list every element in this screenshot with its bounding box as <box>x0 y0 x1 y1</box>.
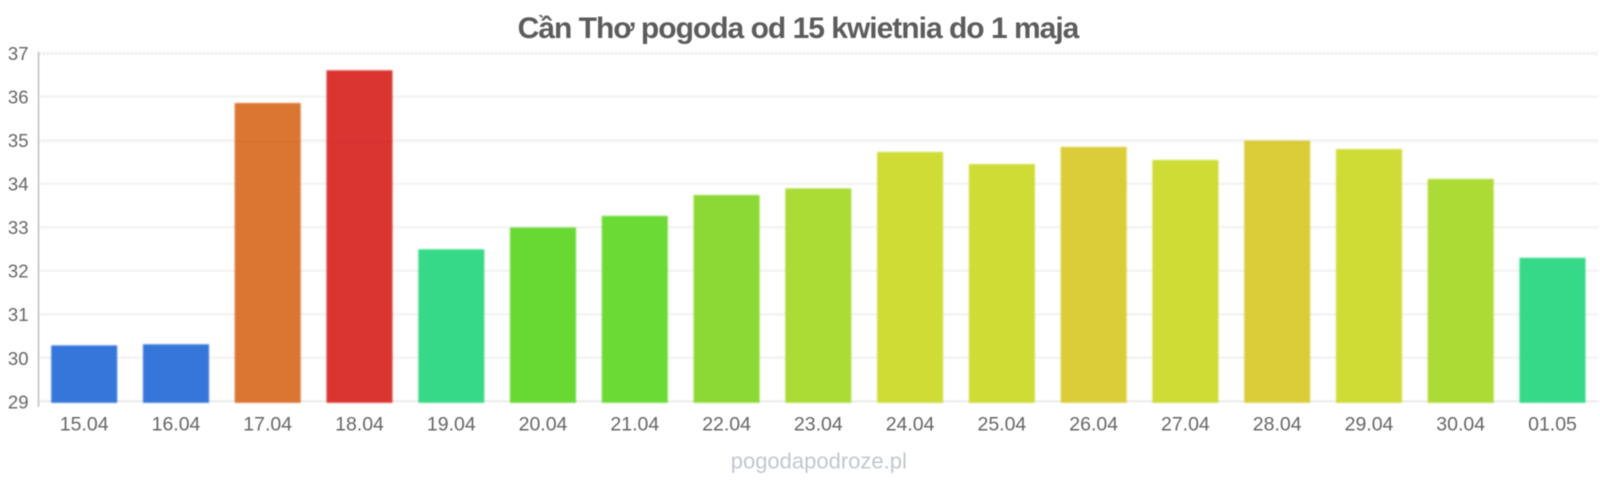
svg-text:35: 35 <box>8 130 29 151</box>
svg-text:26.04: 26.04 <box>1069 414 1118 436</box>
svg-text:30.04: 30.04 <box>1436 414 1485 436</box>
svg-text:31: 31 <box>8 304 29 325</box>
svg-text:36: 36 <box>8 87 29 108</box>
svg-text:33: 33 <box>8 217 29 238</box>
svg-text:28.04: 28.04 <box>1253 414 1302 436</box>
svg-text:25.04: 25.04 <box>977 414 1026 436</box>
svg-text:27.04: 27.04 <box>1161 414 1210 436</box>
svg-text:22.04: 22.04 <box>702 414 751 436</box>
svg-text:18.04: 18.04 <box>335 414 384 436</box>
svg-text:15.04: 15.04 <box>60 414 109 436</box>
svg-text:29.04: 29.04 <box>1345 414 1394 436</box>
svg-text:29: 29 <box>8 391 29 412</box>
svg-text:34: 34 <box>8 174 29 195</box>
svg-text:30: 30 <box>8 348 29 369</box>
svg-text:Cần Thơ pogoda od 15 kwietnia: Cần Thơ pogoda od 15 kwietnia do 1 maja <box>518 12 1080 45</box>
svg-text:24.04: 24.04 <box>886 414 935 436</box>
svg-text:pogodapodroze.pl: pogodapodroze.pl <box>731 449 907 474</box>
svg-text:37: 37 <box>8 43 29 64</box>
svg-text:23.04: 23.04 <box>794 414 843 436</box>
svg-text:19.04: 19.04 <box>427 414 476 436</box>
svg-text:32: 32 <box>8 261 29 282</box>
svg-text:17.04: 17.04 <box>243 414 292 436</box>
svg-text:16.04: 16.04 <box>152 414 201 436</box>
svg-text:20.04: 20.04 <box>519 414 568 436</box>
svg-text:21.04: 21.04 <box>610 414 659 436</box>
svg-text:01.05: 01.05 <box>1528 414 1577 436</box>
